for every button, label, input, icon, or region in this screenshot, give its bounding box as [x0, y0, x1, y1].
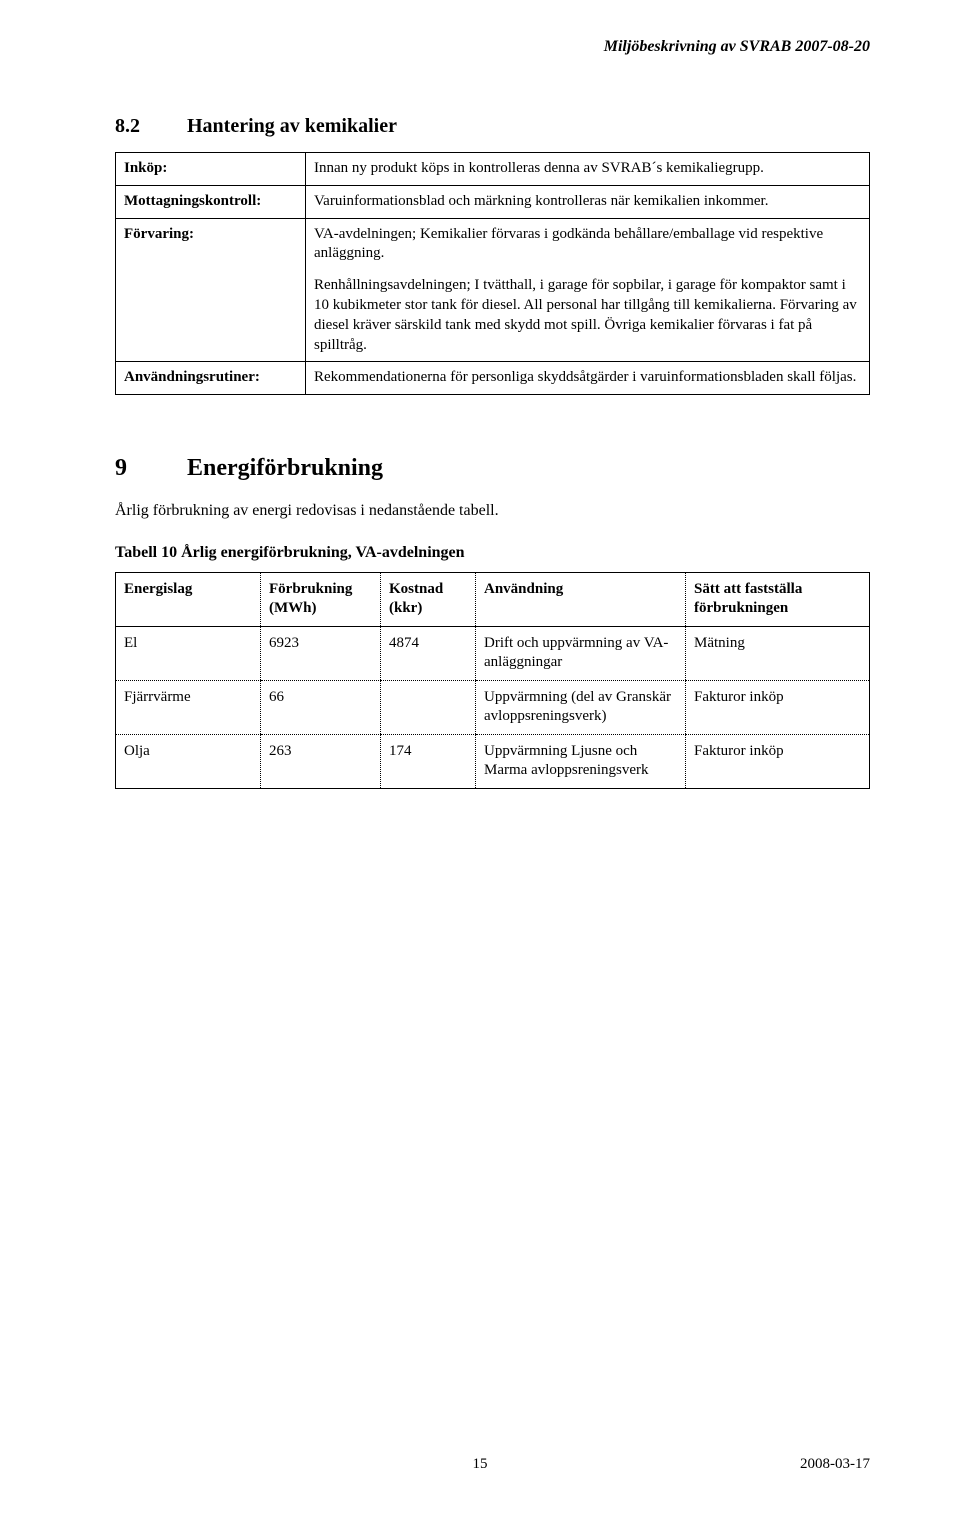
cell-kostnad: 174: [381, 734, 476, 788]
row-label: Förvaring:: [116, 218, 306, 362]
row-label: Mottagningskontroll:: [116, 185, 306, 218]
col-text: förbrukningen: [694, 600, 788, 616]
col-kostnad: Kostnad (kkr): [381, 572, 476, 626]
col-text: (MWh): [269, 600, 317, 616]
energi-table: Energislag Förbrukning (MWh) Kostnad (kk…: [115, 572, 870, 789]
table-row: Förvaring: VA-avdelningen; Kemikalier fö…: [116, 218, 870, 362]
header-title: Miljöbeskrivning av SVRAB 2007-08-20: [604, 38, 870, 56]
section-9-number: 9: [115, 455, 187, 482]
cell-satt: Mätning: [686, 626, 870, 680]
cell-satt: Fakturor inköp: [686, 734, 870, 788]
col-text: (kkr): [389, 600, 422, 616]
cell-energislag: Fjärrvärme: [116, 680, 261, 734]
col-text: Förbrukning: [269, 581, 352, 597]
row-text: Renhållningsavdelningen; I tvätthall, i …: [314, 276, 861, 355]
table-row: Olja 263 174 Uppvärmning Ljusne och Marm…: [116, 734, 870, 788]
cell-energislag: Olja: [116, 734, 261, 788]
table-row: Fjärrvärme 66 Uppvärmning (del av Gransk…: [116, 680, 870, 734]
footer-date: 2008-03-17: [800, 1456, 870, 1473]
section-9-intro: Årlig förbrukning av energi redovisas i …: [115, 500, 870, 522]
table-10-caption: Tabell 10 Årlig energiförbrukning, VA-av…: [115, 544, 870, 562]
row-value: VA-avdelningen; Kemikalier förvaras i go…: [306, 218, 870, 362]
footer: 15 2008-03-17: [0, 1456, 960, 1473]
row-value: Rekommendationerna för personliga skydds…: [306, 362, 870, 395]
cell-forbrukning: 6923: [261, 626, 381, 680]
cell-kostnad: [381, 680, 476, 734]
cell-anvandning: Uppvärmning (del av Granskär avloppsreni…: [476, 680, 686, 734]
cell-anvandning: Uppvärmning Ljusne och Marma avloppsreni…: [476, 734, 686, 788]
col-energislag: Energislag: [116, 572, 261, 626]
cell-kostnad: 4874: [381, 626, 476, 680]
col-satt: Sätt att fastställa förbrukningen: [686, 572, 870, 626]
section-9-title: Energiförbrukning: [187, 455, 383, 482]
table-row: Inköp: Innan ny produkt köps in kontroll…: [116, 153, 870, 186]
row-text: Innan ny produkt köps in kontrolleras de…: [314, 159, 861, 179]
row-label: Användningsrutiner:: [116, 362, 306, 395]
cell-forbrukning: 263: [261, 734, 381, 788]
row-label: Inköp:: [116, 153, 306, 186]
section-8-2-title: Hantering av kemikalier: [187, 115, 397, 138]
cell-satt: Fakturor inköp: [686, 680, 870, 734]
row-value: Innan ny produkt köps in kontrolleras de…: [306, 153, 870, 186]
col-text: Kostnad: [389, 581, 443, 597]
row-text: Varuinformationsblad och märkning kontro…: [314, 192, 861, 212]
page: Miljöbeskrivning av SVRAB 2007-08-20 8.2…: [0, 0, 960, 1518]
col-text: Sätt att fastställa: [694, 581, 802, 597]
section-8-2-heading: 8.2 Hantering av kemikalier: [115, 115, 870, 138]
row-text: VA-avdelningen; Kemikalier förvaras i go…: [314, 225, 861, 265]
table-row: Användningsrutiner: Rekommendationerna f…: [116, 362, 870, 395]
cell-anvandning: Drift och uppvärmning av VA-anläggningar: [476, 626, 686, 680]
row-text: Rekommendationerna för personliga skydds…: [314, 368, 861, 388]
cell-energislag: El: [116, 626, 261, 680]
table-row: Mottagningskontroll: Varuinformationsbla…: [116, 185, 870, 218]
table-header-row: Energislag Förbrukning (MWh) Kostnad (kk…: [116, 572, 870, 626]
col-forbrukning: Förbrukning (MWh): [261, 572, 381, 626]
section-9-heading: 9 Energiförbrukning: [115, 455, 870, 482]
col-anvandning: Användning: [476, 572, 686, 626]
kemikalier-table: Inköp: Innan ny produkt köps in kontroll…: [115, 152, 870, 395]
table-row: El 6923 4874 Drift och uppvärmning av VA…: [116, 626, 870, 680]
row-value: Varuinformationsblad och märkning kontro…: [306, 185, 870, 218]
section-8-2-number: 8.2: [115, 115, 187, 138]
cell-forbrukning: 66: [261, 680, 381, 734]
